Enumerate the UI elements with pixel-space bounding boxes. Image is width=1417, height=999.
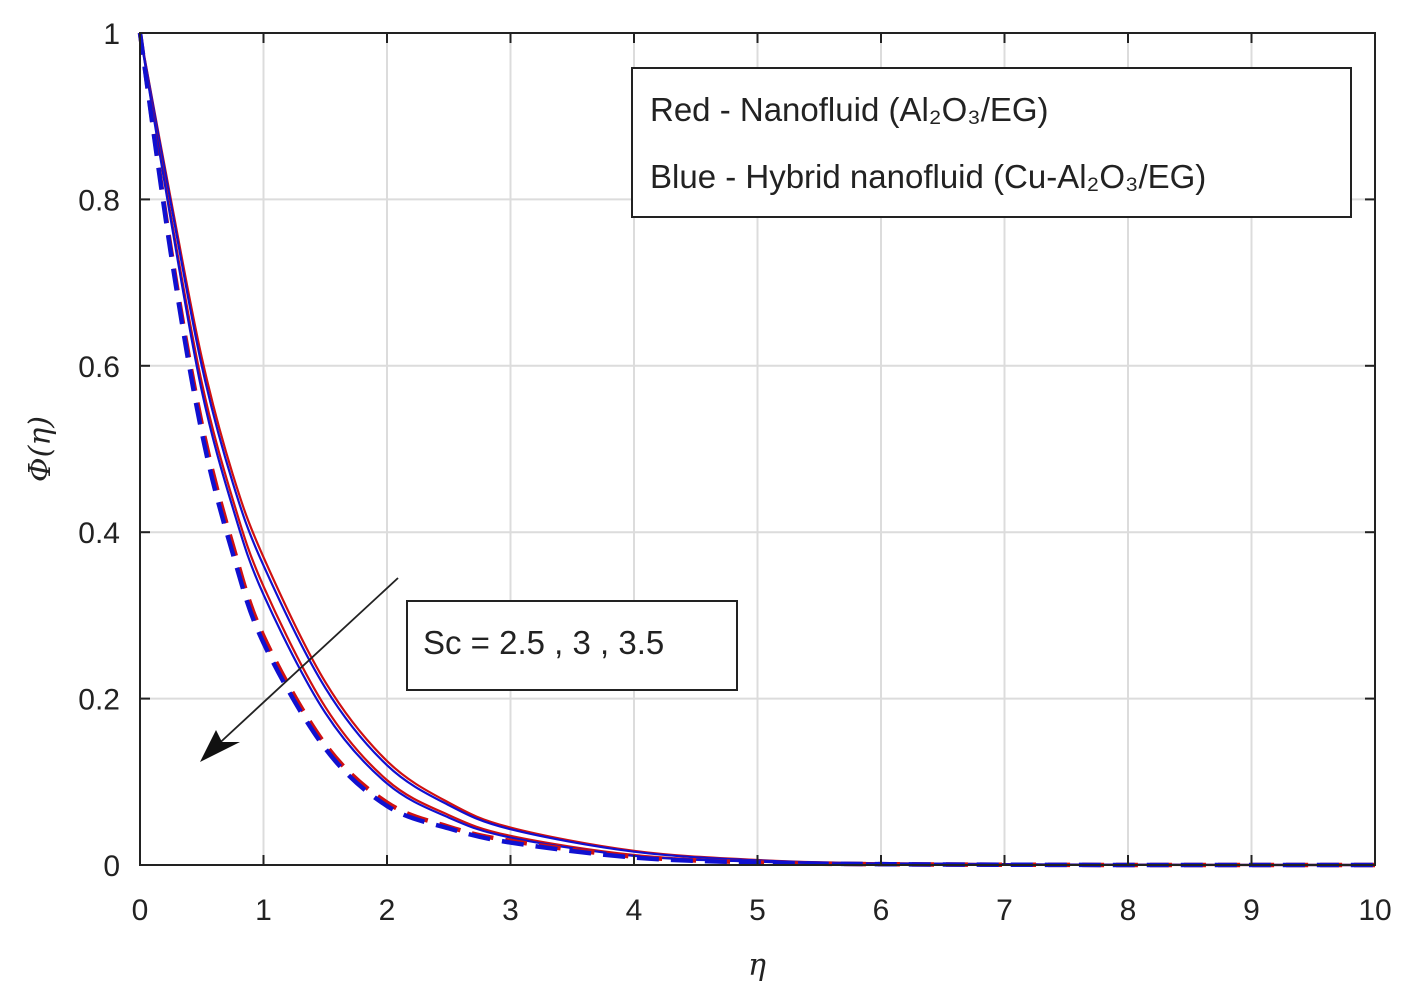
x-tick-label: 9 (1243, 894, 1260, 927)
y-tick-label: 0 (103, 850, 120, 883)
ticks: 0 1 2 3 4 5 6 7 8 9 10 0 0.2 0.4 0.6 0.8 1 (78, 18, 1391, 927)
x-axis-label: η (748, 948, 766, 983)
annotation-arrowhead (200, 730, 240, 762)
x-tick-label: 0 (132, 894, 149, 927)
annotation-text: Sc = 2.5 , 3 , 3.5 (423, 624, 664, 661)
x-tick-label: 4 (626, 894, 643, 927)
legend: Red - Nanofluid (Al₂O₃/EG) Blue - Hybrid… (631, 67, 1352, 218)
x-tick-label: 5 (749, 894, 766, 927)
y-tick-label: 0.6 (78, 351, 120, 384)
y-tick-label: 0.2 (78, 684, 120, 717)
y-tick-label: 0.4 (78, 517, 120, 550)
annotation-arrow-shaft (211, 577, 399, 751)
x-tick-label: 8 (1120, 894, 1137, 927)
sc-annotation: Sc = 2.5 , 3 , 3.5 (200, 577, 738, 762)
y-axis-label: Φ(η) (23, 416, 58, 482)
legend-entry-hybrid: Blue - Hybrid nanofluid (Cu-Al₂O₃/EG) (650, 158, 1206, 195)
legend-entry-nanofluid: Red - Nanofluid (Al₂O₃/EG) (650, 91, 1049, 128)
x-tick-label: 10 (1358, 894, 1391, 927)
x-tick-label: 6 (873, 894, 890, 927)
x-tick-label: 3 (502, 894, 519, 927)
x-tick-label: 7 (996, 894, 1013, 927)
series-lines (137, 32, 1376, 868)
y-tick-label: 1 (103, 18, 120, 51)
legend-box (631, 67, 1352, 218)
x-tick-label: 2 (379, 894, 396, 927)
y-tick-label: 0.8 (78, 184, 120, 217)
annotation-box (406, 600, 738, 691)
x-tick-label: 1 (255, 894, 272, 927)
series-line-hybrid-sc35 (137, 32, 1376, 868)
